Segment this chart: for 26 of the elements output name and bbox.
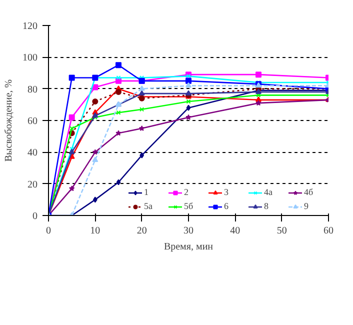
x-axis-title: Время, мин [164,242,214,252]
y-tick-label: 60 [28,116,38,127]
legend-label: 5б [184,201,194,211]
y-tick-label: 120 [22,21,38,32]
y-tick-label: 0 [32,211,38,222]
legend-label: 8 [264,201,270,211]
legend-label: 4а [264,187,274,197]
y-tick-label: 40 [28,148,38,159]
legend-label: 5а [144,201,154,211]
legend-label: 1 [144,187,150,197]
x-tick-label: 60 [324,226,334,236]
y-tick-label: 80 [28,84,38,96]
x-tick-label: 0 [46,226,51,236]
x-tick-label: 10 [90,226,100,236]
x-tick-label: 40 [230,226,240,236]
y-tick-label: 20 [28,179,38,190]
y-axis-title: Высвобождение, % [4,79,14,162]
legend-label: 3 [224,187,230,197]
y-tick-label: 100 [22,52,38,64]
legend-label: 6 [224,201,230,211]
legend-label: 2 [184,187,190,197]
x-tick-label: 20 [136,226,147,236]
legend-label: 4б [304,187,314,197]
x-tick-label: 50 [276,226,287,236]
legend-label: 9 [304,201,310,211]
x-tick-label: 30 [184,226,194,236]
